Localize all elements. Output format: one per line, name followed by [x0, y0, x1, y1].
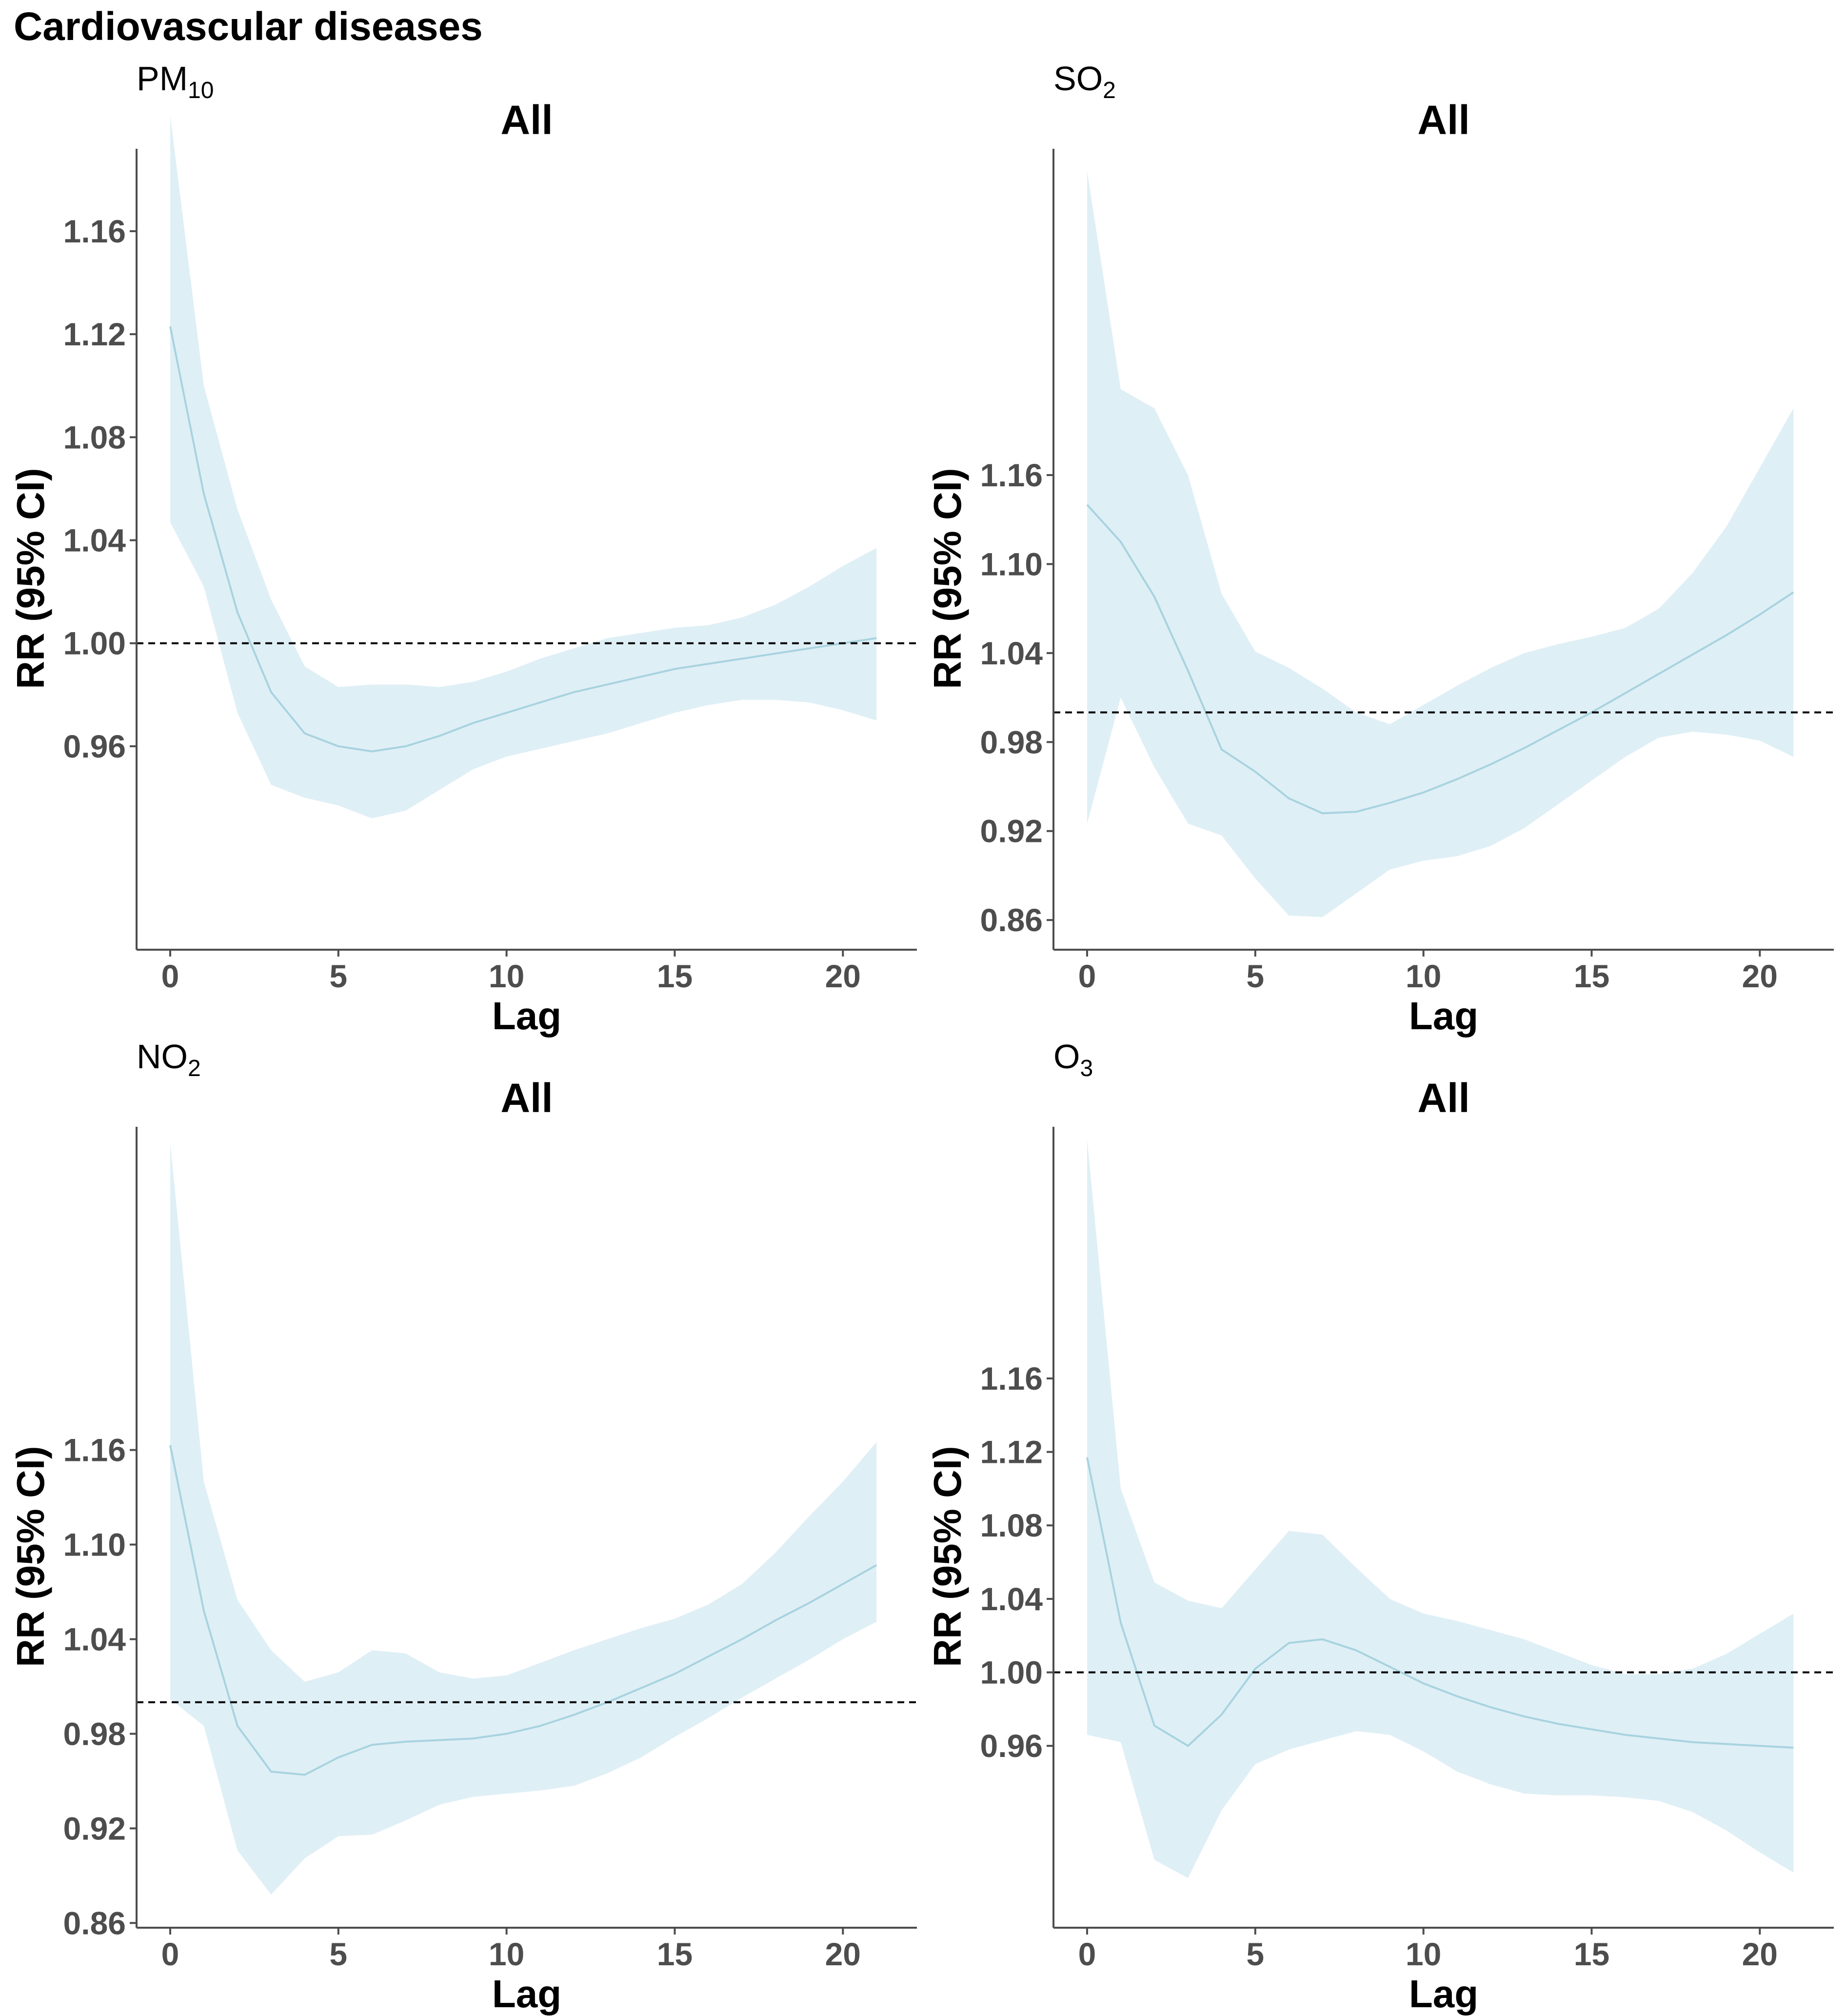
chart-panel-o3: O3 All 0.96 1.00 1.04 1.08 1.12 1.16 0 5 10 15 20 Lag… — [926, 1038, 1834, 2016]
chart-panel-no2: NO2 All 0.86 0.92 0.98 1.04 1.10 1.16 0 5 10 15 20 La… — [9, 1038, 917, 2016]
pollutant-subscript: 10 — [188, 78, 214, 103]
y-tick-label: 1.16 — [980, 457, 1043, 493]
y-tick-label: 0.92 — [980, 813, 1043, 849]
x-tick-label: 0 — [161, 958, 179, 994]
y-tick-label: 1.16 — [980, 1360, 1043, 1397]
y-tick-label: 1.10 — [980, 546, 1043, 582]
ci-band — [1087, 1139, 1794, 1878]
ci-band — [1087, 171, 1794, 918]
pollutant-label: SO2 — [1053, 60, 1116, 103]
y-tick-label: 0.92 — [63, 1810, 126, 1846]
x-tick-label: 15 — [1574, 958, 1609, 994]
x-tick-label: 20 — [1742, 1936, 1778, 1972]
y-tick-label: 1.00 — [63, 625, 126, 661]
x-tick-label: 5 — [329, 958, 347, 994]
pollutant-subscript: 2 — [188, 1056, 201, 1081]
figure-title: Cardiovascular diseases — [14, 4, 483, 49]
x-tick-label: 15 — [657, 958, 693, 994]
rr-line — [1086, 504, 1794, 815]
pollutant-name: SO — [1053, 60, 1103, 98]
y-tick-label: 1.08 — [63, 419, 126, 455]
x-tick-label: 10 — [1406, 1936, 1441, 1972]
x-tick-label: 20 — [825, 958, 861, 994]
x-tick-label: 10 — [1406, 958, 1441, 994]
rr-line — [1086, 1457, 1794, 1749]
y-tick-label: 0.86 — [980, 902, 1043, 938]
x-tick-label: 0 — [1078, 1936, 1096, 1972]
x-tick-label: 20 — [825, 1936, 861, 1972]
panel-title: All — [1417, 1075, 1469, 1121]
x-tick-label: 5 — [1246, 1936, 1264, 1972]
x-tick-label: 0 — [1078, 958, 1096, 994]
x-tick-label: 10 — [489, 958, 524, 994]
y-tick-label: 1.04 — [63, 522, 126, 559]
y-axis-label: RR (95% CI) — [926, 1446, 969, 1667]
y-tick-label: 1.16 — [63, 1432, 126, 1468]
x-tick-label: 20 — [1742, 958, 1778, 994]
y-tick-label: 1.10 — [63, 1527, 126, 1563]
y-tick-label: 1.00 — [980, 1655, 1043, 1691]
x-tick-label: 5 — [1246, 958, 1264, 994]
y-tick-label: 1.12 — [980, 1434, 1043, 1470]
y-tick-label: 1.12 — [63, 316, 126, 352]
y-tick-label: 1.04 — [63, 1621, 126, 1657]
chart-panel-so2: SO2 All 0.86 0.92 0.98 1.04 1.10 1.16 0 5 10 15 20 La… — [926, 60, 1834, 1038]
y-tick-label: 0.98 — [63, 1716, 126, 1752]
pollutant-name: O — [1053, 1038, 1080, 1076]
pollutant-subscript: 2 — [1103, 78, 1116, 103]
panel-title: All — [500, 97, 553, 143]
y-axis-label: RR (95% CI) — [9, 468, 52, 689]
pollutant-label: PM10 — [137, 60, 214, 103]
y-tick-label: 0.96 — [980, 1728, 1043, 1764]
x-axis-label: Lag — [492, 1972, 561, 2016]
rr-line — [169, 1445, 877, 1776]
panel-title: All — [1417, 97, 1469, 143]
x-tick-label: 0 — [161, 1936, 179, 1972]
x-tick-label: 10 — [489, 1936, 524, 1972]
x-axis-label: Lag — [1409, 1972, 1478, 2016]
pollutant-name: NO — [137, 1038, 188, 1076]
ci-band — [170, 115, 877, 818]
y-tick-label: 0.86 — [63, 1905, 126, 1941]
x-tick-label: 15 — [657, 1936, 693, 1972]
y-tick-label: 0.96 — [63, 728, 126, 764]
y-axis-label: RR (95% CI) — [926, 468, 969, 689]
ci-band — [170, 1142, 877, 1895]
panel-title: All — [500, 1075, 553, 1121]
y-tick-label: 1.04 — [980, 635, 1043, 671]
x-axis-label: Lag — [492, 994, 561, 1038]
rr-line — [169, 326, 877, 753]
y-tick-label: 1.16 — [63, 213, 126, 249]
pollutant-label: O3 — [1053, 1038, 1093, 1081]
pollutant-label: NO2 — [137, 1038, 201, 1081]
pollutant-subscript: 3 — [1080, 1056, 1093, 1081]
y-axis-label: RR (95% CI) — [9, 1446, 52, 1667]
x-axis-label: Lag — [1409, 994, 1478, 1038]
y-tick-label: 1.04 — [980, 1581, 1043, 1617]
y-tick-label: 1.08 — [980, 1507, 1043, 1543]
pollutant-name: PM — [137, 60, 188, 98]
x-tick-label: 15 — [1574, 1936, 1609, 1972]
y-tick-label: 0.98 — [980, 724, 1043, 760]
x-tick-label: 5 — [329, 1936, 347, 1972]
